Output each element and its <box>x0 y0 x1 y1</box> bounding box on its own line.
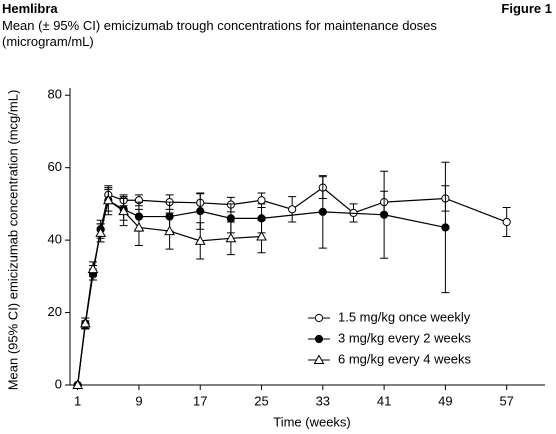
x-tick-label: 17 <box>193 393 207 408</box>
brand: Hemlibra <box>2 1 58 16</box>
marker <box>194 235 206 245</box>
figure-label: Figure 1 <box>501 1 552 16</box>
marker <box>133 221 145 232</box>
legend-label: 6 mg/kg every 4 weeks <box>338 351 471 366</box>
legend-marker <box>313 354 325 364</box>
y-tick-label: 80 <box>48 87 62 102</box>
legend-label: 1.5 mg/kg once weekly <box>338 309 471 324</box>
y-axis-label: Mean (95% CI) emicizumab concentration (… <box>5 90 20 391</box>
marker <box>72 379 84 389</box>
marker <box>87 263 99 274</box>
y-tick-label: 60 <box>48 159 62 174</box>
x-axis-label: Time (weeks) <box>273 414 351 429</box>
y-tick-label: 40 <box>48 232 62 247</box>
marker <box>196 207 205 216</box>
marker <box>441 223 450 232</box>
marker <box>225 232 237 243</box>
marker <box>257 196 266 205</box>
x-tick-label: 9 <box>135 393 142 408</box>
y-tick-label: 0 <box>55 376 62 391</box>
legend-marker <box>314 334 324 344</box>
marker <box>164 225 175 236</box>
marker <box>288 205 297 214</box>
marker <box>226 214 235 223</box>
x-tick-label: 57 <box>499 393 513 408</box>
legend-marker <box>314 313 324 323</box>
legend-label: 3 mg/kg every 2 weeks <box>338 330 471 345</box>
chart-title: Mean (± 95% CI) emicizumab trough concen… <box>2 18 437 49</box>
marker <box>102 194 114 205</box>
marker <box>79 317 91 328</box>
x-tick-label: 49 <box>438 393 452 408</box>
marker <box>256 230 267 241</box>
y-tick-label: 20 <box>48 304 62 319</box>
marker <box>380 210 389 219</box>
marker <box>318 207 327 216</box>
marker <box>95 227 106 237</box>
x-tick-label: 41 <box>377 393 391 408</box>
marker <box>502 217 511 227</box>
marker <box>118 205 129 216</box>
x-tick-label: 33 <box>316 393 330 408</box>
x-tick-label: 25 <box>254 393 268 408</box>
x-tick-label: 1 <box>74 393 81 408</box>
